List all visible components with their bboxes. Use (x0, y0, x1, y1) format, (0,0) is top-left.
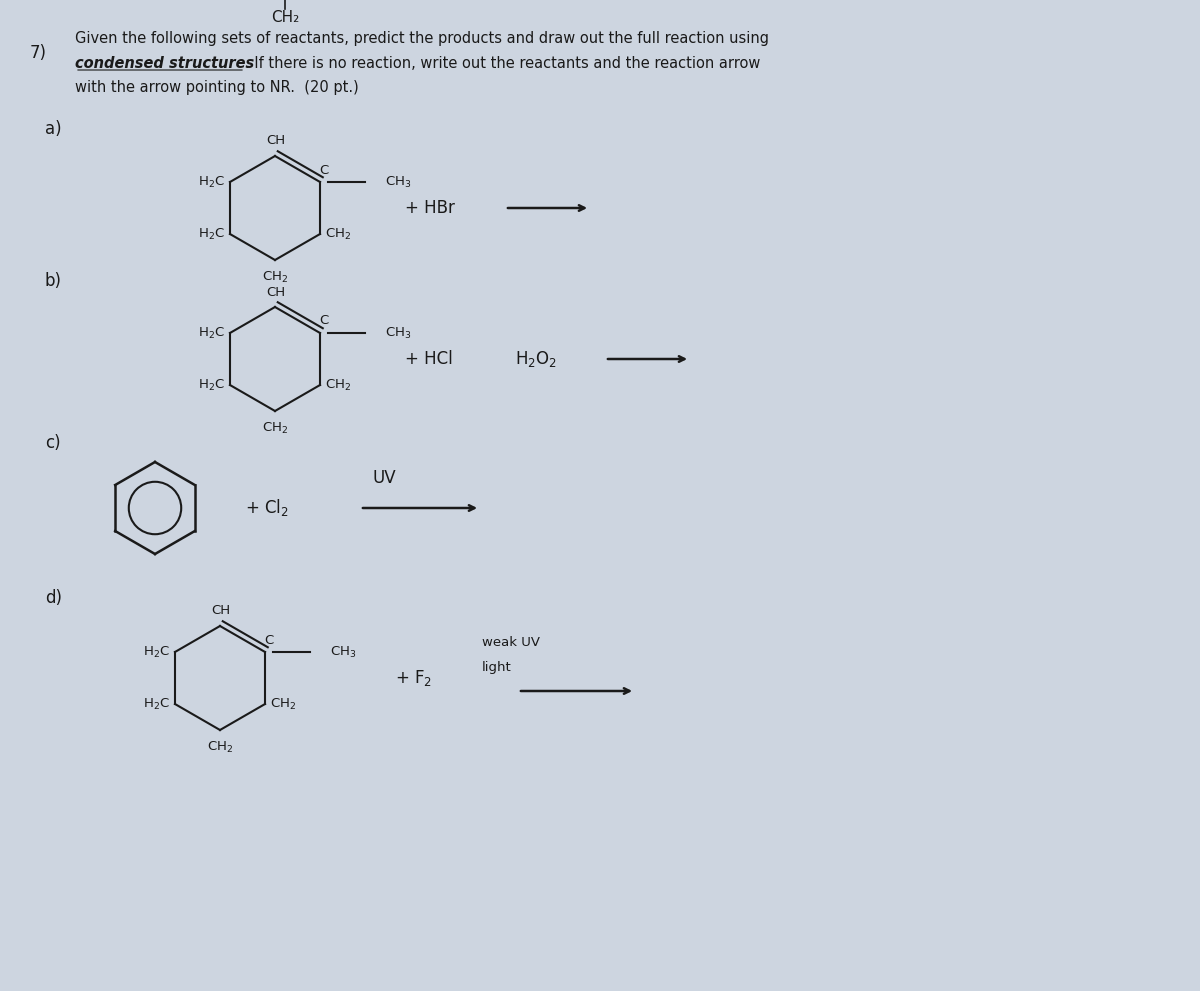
Text: $\mathregular{CH_3}$: $\mathregular{CH_3}$ (330, 644, 356, 660)
Text: $\mathregular{CH_2}$: $\mathregular{CH_2}$ (325, 378, 352, 392)
Text: b): b) (46, 272, 62, 290)
Text: $\mathregular{CH_3}$: $\mathregular{CH_3}$ (385, 174, 412, 189)
Text: C: C (319, 164, 329, 176)
Text: $\mathregular{CH_2}$: $\mathregular{CH_2}$ (206, 739, 233, 754)
Text: $\mathregular{CH_2}$: $\mathregular{CH_2}$ (262, 420, 288, 436)
Text: light: light (482, 662, 511, 675)
Text: + F$_2$: + F$_2$ (395, 668, 432, 688)
Text: with the arrow pointing to NR.  (20 pt.): with the arrow pointing to NR. (20 pt.) (74, 79, 359, 94)
Text: UV: UV (372, 469, 396, 487)
Text: weak UV: weak UV (482, 636, 540, 649)
Text: $\mathregular{H_2C}$: $\mathregular{H_2C}$ (198, 325, 224, 341)
Text: 7): 7) (30, 44, 47, 62)
Text: $\mathregular{H_2C}$: $\mathregular{H_2C}$ (143, 644, 170, 660)
Text: $\mathregular{CH_3}$: $\mathregular{CH_3}$ (385, 325, 412, 341)
Text: $\mathregular{H_2O_2}$: $\mathregular{H_2O_2}$ (515, 349, 557, 369)
Text: $\mathregular{CH_2}$: $\mathregular{CH_2}$ (325, 227, 352, 242)
Text: condensed structures: condensed structures (74, 55, 254, 70)
Text: $\mathregular{H_2C}$: $\mathregular{H_2C}$ (198, 174, 224, 189)
Text: $\mathregular{H_2C}$: $\mathregular{H_2C}$ (198, 378, 224, 392)
Text: $\mathregular{H_2C}$: $\mathregular{H_2C}$ (198, 227, 224, 242)
Text: $\mathregular{CH_2}$: $\mathregular{CH_2}$ (270, 697, 296, 712)
Text: CH: CH (211, 605, 230, 617)
Text: $\mathregular{CH_2}$: $\mathregular{CH_2}$ (262, 270, 288, 284)
Text: a): a) (46, 120, 61, 138)
Text: C: C (264, 633, 274, 646)
Text: Given the following sets of reactants, predict the products and draw out the ful: Given the following sets of reactants, p… (74, 32, 769, 47)
Text: CH: CH (266, 135, 286, 148)
Text: C: C (319, 314, 329, 327)
Text: + Cl$_2$: + Cl$_2$ (245, 497, 289, 518)
Text: CH: CH (266, 285, 286, 298)
Text: . If there is no reaction, write out the reactants and the reaction arrow: . If there is no reaction, write out the… (245, 55, 761, 70)
Text: CH₂: CH₂ (271, 10, 299, 25)
Text: d): d) (46, 589, 62, 607)
Text: + HCl: + HCl (406, 350, 452, 368)
Text: c): c) (46, 434, 61, 452)
Text: + HBr: + HBr (406, 199, 455, 217)
Text: $\mathregular{H_2C}$: $\mathregular{H_2C}$ (143, 697, 170, 712)
